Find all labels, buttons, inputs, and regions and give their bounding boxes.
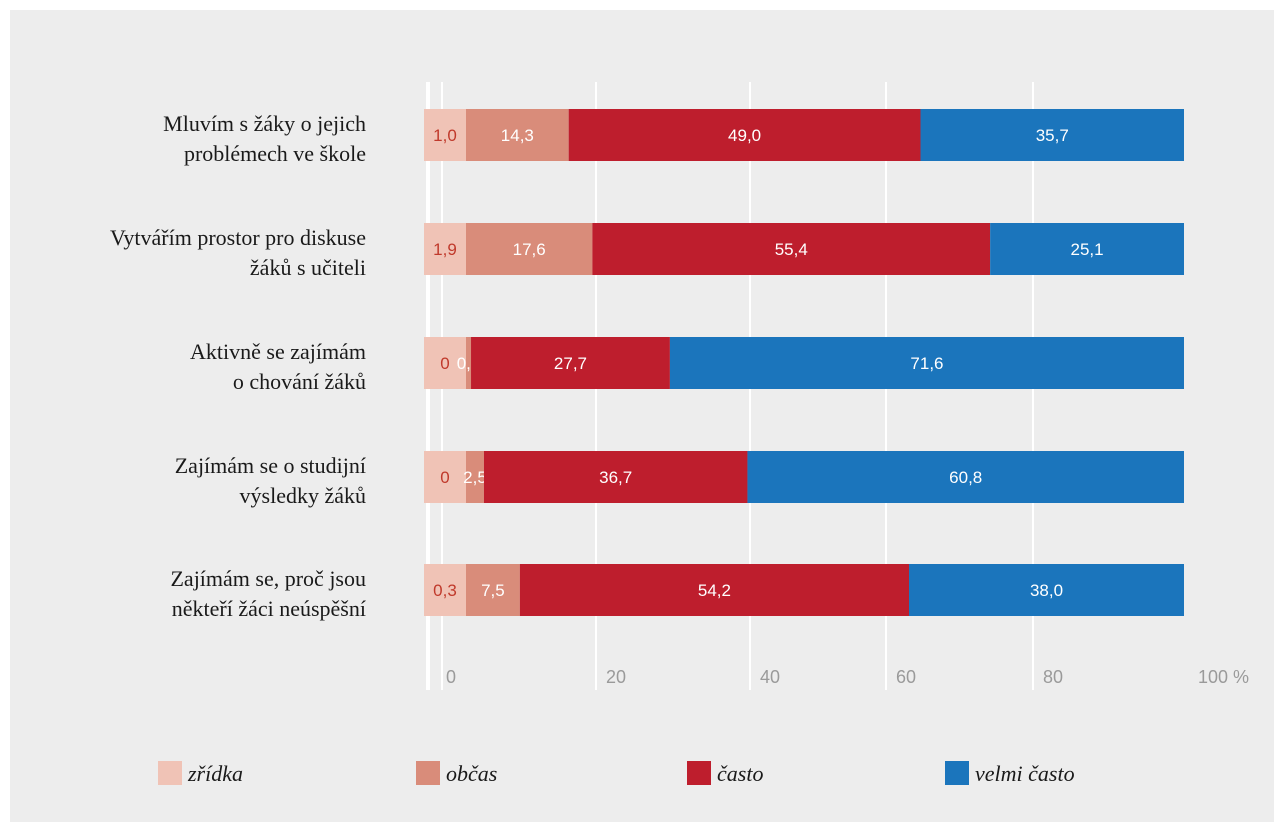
data-label: 2,5	[463, 468, 487, 487]
legend-swatch	[945, 761, 969, 785]
bar-segment	[424, 564, 466, 616]
data-label: 1,0	[433, 126, 457, 145]
category-label: Zajímám se o studijní výsledky žáků	[175, 453, 366, 508]
data-label: 35,7	[1036, 126, 1069, 145]
bar-segment	[483, 451, 748, 503]
bar-segment	[424, 451, 466, 503]
x-tick-label: 80	[1043, 667, 1063, 687]
category-label: Zajímám se, proč jsou někteří žáci neúspě…	[170, 566, 366, 621]
bar-segment	[592, 223, 991, 275]
legend-swatch	[158, 761, 182, 785]
bar-segment	[519, 564, 910, 616]
x-tick-label: 0	[446, 667, 456, 687]
data-label: 7,5	[481, 581, 505, 600]
data-label: 27,7	[554, 354, 587, 373]
bar-segment	[466, 109, 569, 161]
x-tick-label: 20	[606, 667, 626, 687]
bar-segment	[424, 109, 466, 161]
legend-label: zřídka	[187, 761, 243, 786]
bar-segment	[568, 109, 921, 161]
x-tick-label: 40	[760, 667, 780, 687]
category-label: Mluvím s žáky o jejich problémech ve škol…	[163, 111, 366, 166]
bar-segment	[466, 337, 472, 389]
data-label: 54,2	[698, 581, 731, 600]
bar-segment	[466, 223, 593, 275]
data-label: 25,1	[1071, 240, 1104, 259]
legend-swatch	[687, 761, 711, 785]
bar-segment	[669, 337, 1184, 389]
data-label: 55,4	[775, 240, 808, 259]
category-label: Aktivně se zajímám o chování žáků	[190, 339, 366, 394]
bar-segment	[466, 564, 520, 616]
data-label: 0	[440, 354, 449, 373]
data-label: 0,3	[433, 581, 457, 600]
data-label: 0	[440, 468, 449, 487]
legend-label: občas	[446, 761, 497, 786]
data-label: 38,0	[1030, 581, 1063, 600]
stacked-bar-chart: Mluvím s žáky o jejich problémech ve škol…	[110, 82, 1249, 786]
bar-segment	[920, 109, 1184, 161]
bar-segment	[990, 223, 1184, 275]
category-label: Vytvářím prostor pro diskuse žáků s učite…	[110, 225, 366, 280]
bar-segment	[471, 337, 670, 389]
data-label: 1,9	[433, 240, 457, 259]
data-label: 71,6	[910, 354, 943, 373]
chart-panel: Mluvím s žáky o jejich problémech ve škol…	[10, 10, 1274, 822]
data-label: 60,8	[949, 468, 982, 487]
data-label: 49,0	[728, 126, 761, 145]
bar-segment	[466, 451, 484, 503]
legend-label: velmi často	[975, 761, 1075, 786]
data-label: 36,7	[599, 468, 632, 487]
bar-segment	[424, 223, 466, 275]
x-tick-label: 100 %	[1198, 667, 1249, 687]
legend-label: často	[717, 761, 763, 786]
bar-segment	[747, 451, 1184, 503]
bar-segment	[424, 337, 466, 389]
x-tick-label: 60	[896, 667, 916, 687]
legend-swatch	[416, 761, 440, 785]
data-label: 17,6	[513, 240, 546, 259]
data-label: 14,3	[501, 126, 534, 145]
bar-segment	[909, 564, 1184, 616]
